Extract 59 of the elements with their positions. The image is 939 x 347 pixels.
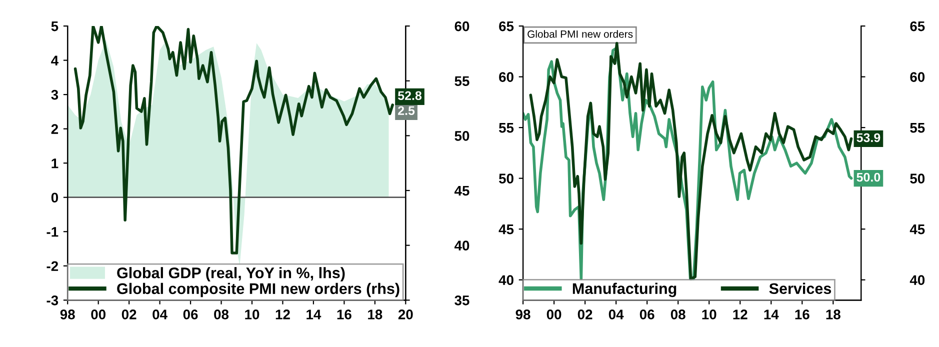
x-tick-label: 02 — [578, 310, 592, 320]
y2-tick-label: 55 — [454, 76, 470, 86]
x-tick-label: 20 — [398, 310, 413, 320]
data-label: 53.9 — [856, 133, 880, 142]
legend-label: Global GDP (real, YoY in %, lhs) — [117, 267, 345, 282]
y-tick-label: 65 — [499, 21, 514, 32]
y2-tick-label: 45 — [454, 186, 470, 196]
data-label: 2.5 — [398, 106, 415, 116]
y2-tick-label: 35 — [454, 295, 470, 306]
x-tick-label: 06 — [183, 310, 198, 320]
y2-tick-label: 50 — [454, 131, 470, 141]
y2-tick-label: 65 — [910, 21, 925, 32]
y-tick-label: 50 — [498, 174, 514, 184]
y-tick-label: 1 — [52, 158, 58, 168]
legend-label: Manufacturing — [572, 282, 676, 298]
y2-tick-label: 55 — [910, 123, 925, 133]
y-tick-label: 2 — [51, 124, 58, 134]
x-tick-label: 04 — [608, 310, 624, 320]
x-tick-label: 10 — [245, 310, 260, 320]
y-tick-label: 55 — [498, 123, 514, 133]
x-tick-label: 02 — [122, 310, 136, 320]
y2-tick-label: 45 — [910, 224, 925, 234]
x-tick-label: 00 — [546, 310, 562, 320]
x-tick-label: 18 — [826, 310, 840, 320]
x-tick-label: 08 — [670, 310, 686, 320]
x-tick-label: 00 — [91, 310, 106, 320]
data-label: 50.0 — [856, 172, 880, 182]
y2-tick-label: 60 — [910, 72, 925, 82]
x-tick-label: 12 — [733, 310, 748, 320]
y-tick-label: -2 — [46, 261, 58, 271]
legend-label: Global composite PMI new orders (rhs) — [117, 282, 400, 298]
y-tick-label: 4 — [51, 56, 59, 66]
x-tick-label: 18 — [368, 310, 382, 320]
x-tick-label: 04 — [152, 310, 168, 320]
x-tick-label: 14 — [306, 310, 322, 320]
x-tick-label: 98 — [516, 310, 530, 320]
x-tick-label: 10 — [702, 310, 716, 320]
legend-label: Services — [769, 282, 832, 294]
y-tick-label: 60 — [499, 72, 514, 82]
x-tick-label: 12 — [276, 310, 290, 320]
x-tick-label: 14 — [764, 310, 779, 320]
x-tick-label: 06 — [640, 310, 654, 320]
y-tick-label: 45 — [498, 224, 514, 234]
y-tick-label: -3 — [46, 295, 58, 306]
y2-tick-label: 40 — [454, 240, 470, 250]
x-tick-label: 08 — [214, 310, 229, 320]
data-label: 52.8 — [398, 91, 422, 100]
y2-tick-label: 60 — [454, 21, 470, 32]
y-tick-label: -1 — [46, 227, 58, 237]
y2-tick-label: 40 — [910, 275, 925, 286]
chart-title: Global PMI new orders — [528, 30, 633, 38]
y2-tick-label: 50 — [910, 174, 925, 184]
x-tick-label: 98 — [60, 310, 75, 320]
y-tick-label: 0 — [51, 192, 58, 203]
x-tick-label: 16 — [337, 310, 352, 320]
y-tick-label: 3 — [51, 90, 58, 100]
y-tick-label: 40 — [498, 275, 514, 286]
y-tick-label: 5 — [51, 22, 58, 32]
x-tick-label: 16 — [795, 310, 810, 320]
